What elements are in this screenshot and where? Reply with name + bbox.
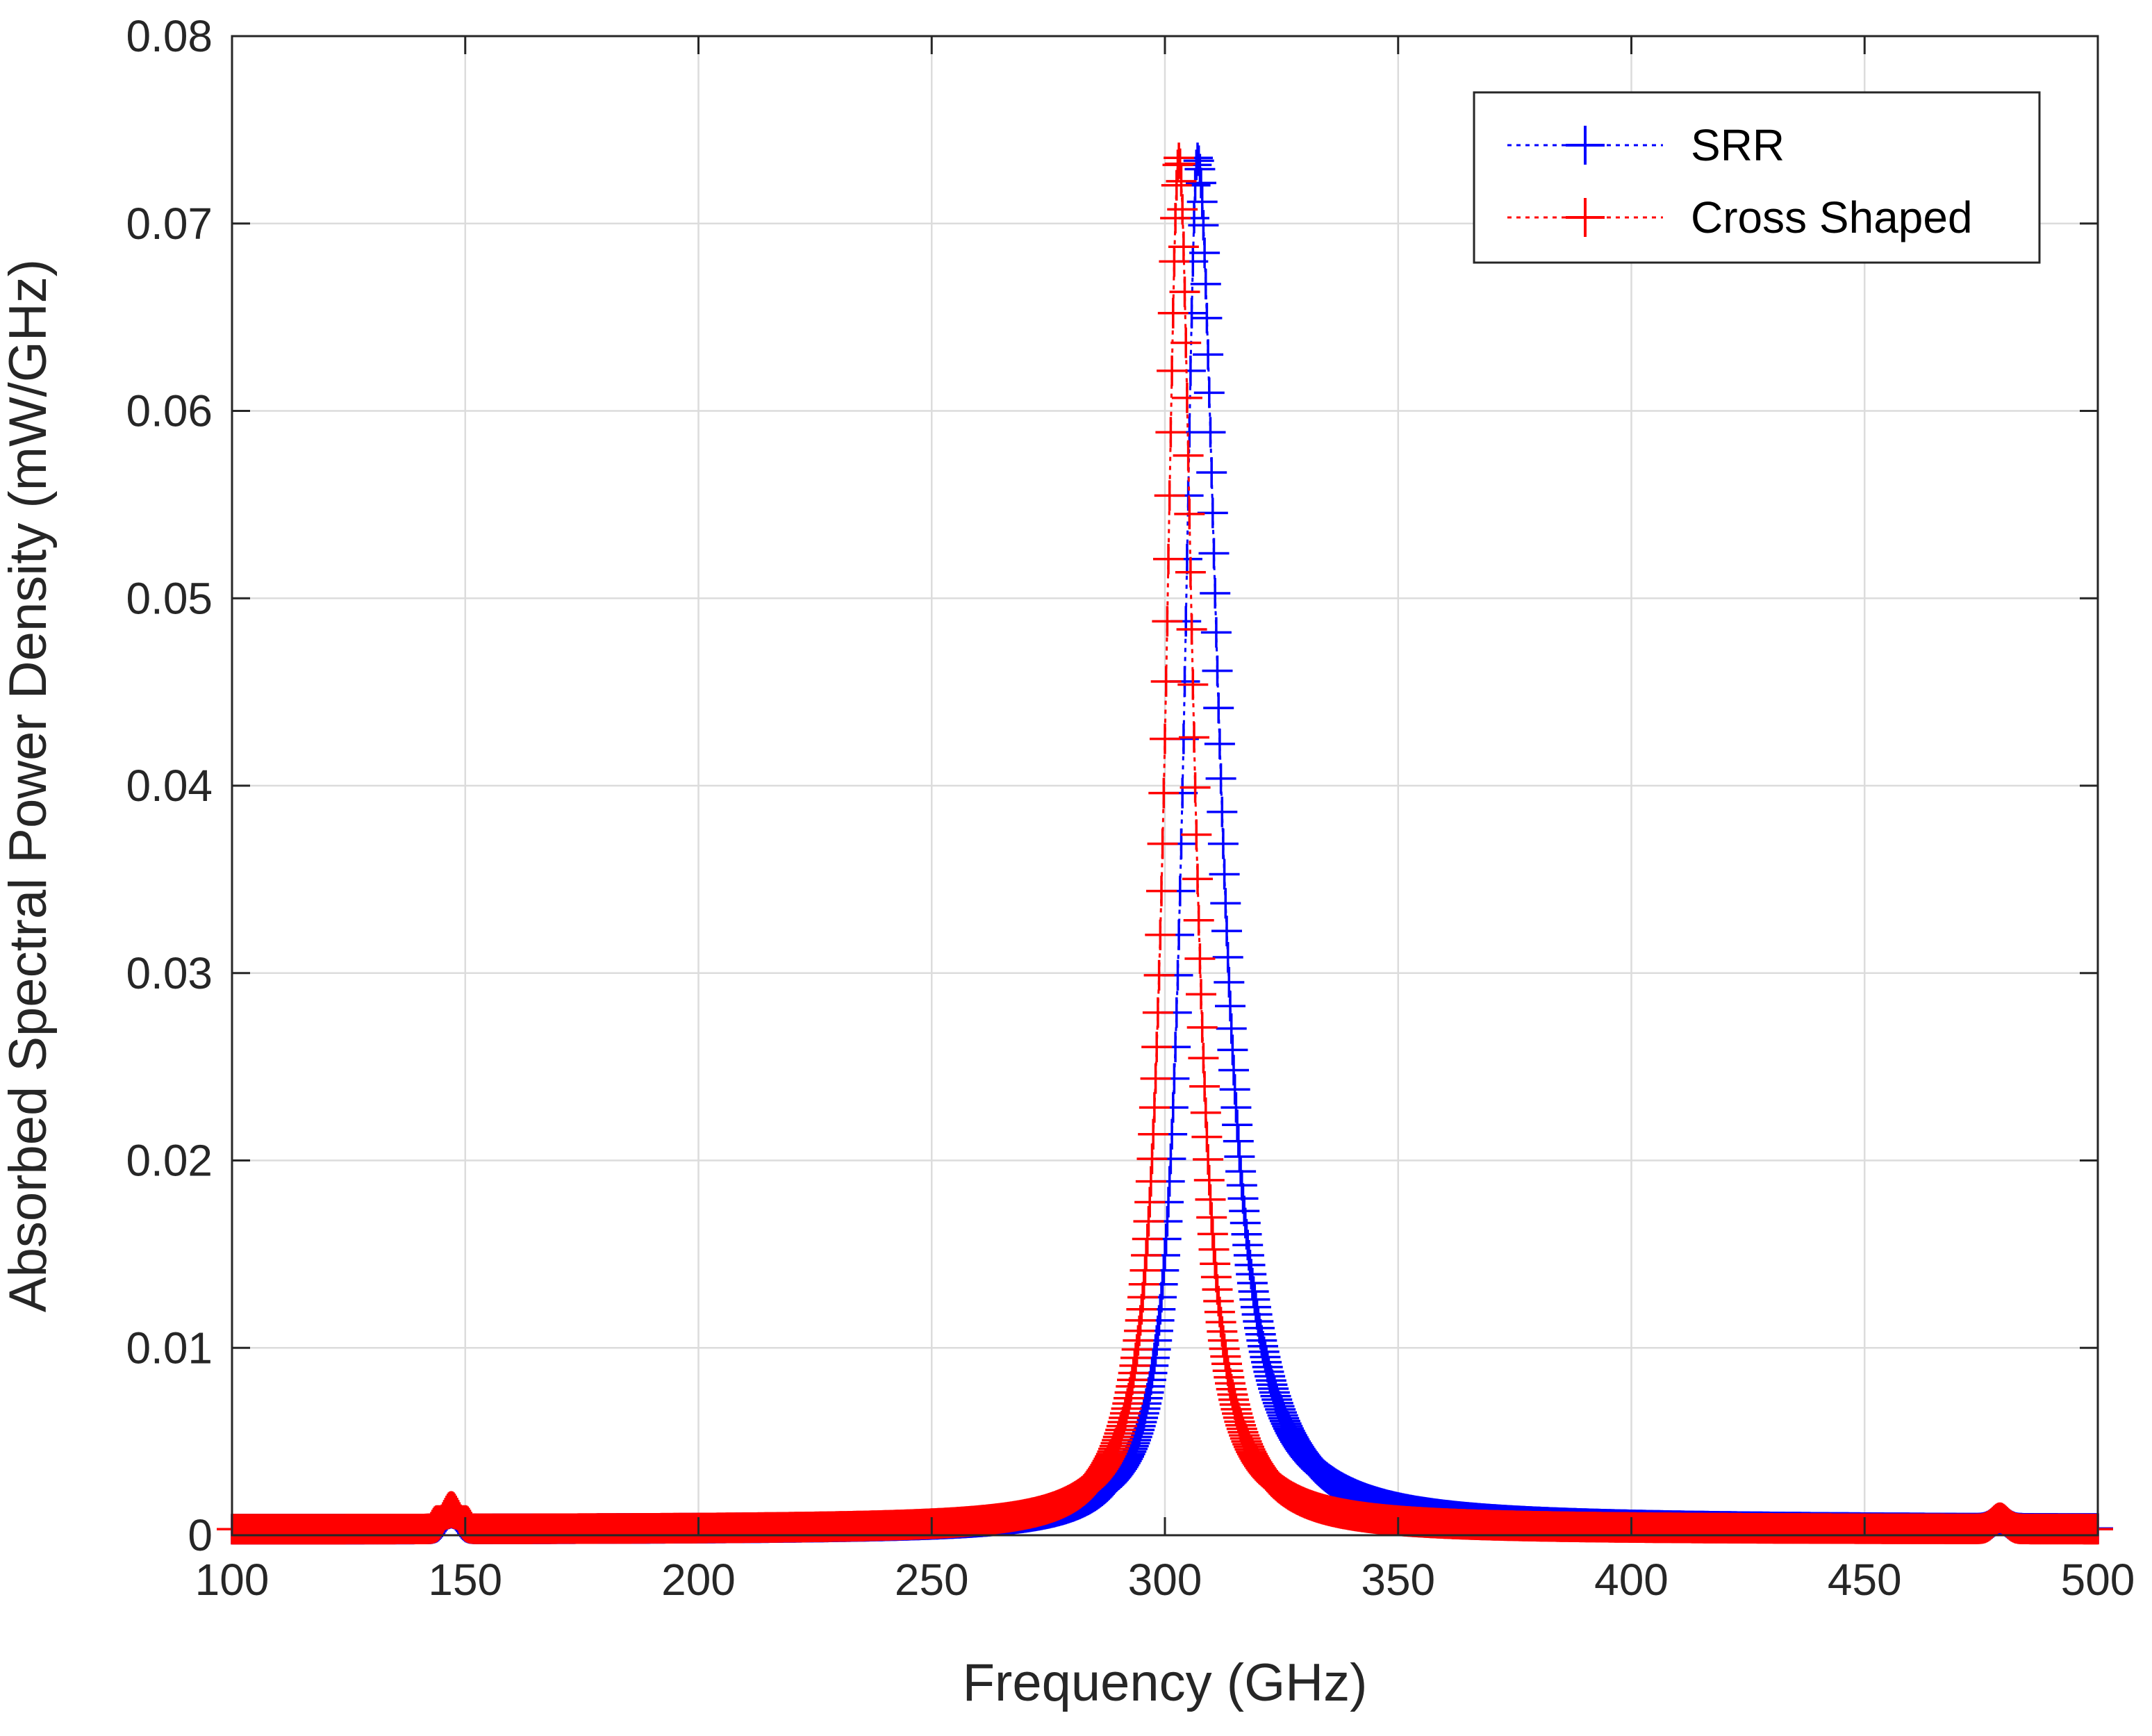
data-point-cross-shaped bbox=[1173, 440, 1204, 471]
legend-label-cross-shaped: Cross Shaped bbox=[1691, 192, 1973, 242]
data-point-srr bbox=[1196, 457, 1227, 488]
series-markers-cross-shaped bbox=[217, 142, 2113, 1545]
data-point-cross-shaped bbox=[1160, 203, 1191, 233]
data-point-srr bbox=[1193, 377, 1225, 408]
data-point-cross-shaped bbox=[1189, 1070, 1220, 1102]
y-tick-label: 0.02 bbox=[126, 1136, 213, 1186]
data-point-cross-shaped bbox=[1141, 1032, 1173, 1063]
data-point-cross-shaped bbox=[1140, 1063, 1171, 1094]
data-point-cross-shaped bbox=[1179, 722, 1209, 753]
ticks bbox=[231, 35, 2099, 1537]
data-point-cross-shaped bbox=[1175, 556, 1206, 588]
x-tick-label: 250 bbox=[895, 1555, 969, 1605]
data-point-cross-shaped bbox=[1174, 498, 1205, 529]
data-point-srr bbox=[1190, 268, 1221, 299]
y-tick-label: 0.01 bbox=[126, 1323, 213, 1373]
x-tick-label: 150 bbox=[428, 1555, 502, 1605]
data-point-cross-shaped bbox=[1153, 543, 1184, 574]
data-point-srr bbox=[1209, 859, 1240, 890]
x-axis-label: Frequency (GHz) bbox=[963, 1653, 1368, 1712]
data-point-cross-shaped bbox=[1142, 997, 1173, 1028]
data-point-cross-shaped bbox=[1176, 614, 1207, 645]
data-point-srr bbox=[1204, 728, 1235, 759]
x-tick-label: 200 bbox=[661, 1555, 736, 1605]
data-point-srr bbox=[1191, 302, 1223, 333]
x-tick-label: 100 bbox=[195, 1555, 270, 1605]
data-point-srr bbox=[1207, 828, 1239, 859]
data-point-cross-shaped bbox=[1181, 819, 1212, 850]
data-point-cross-shaped bbox=[1139, 1092, 1170, 1123]
legend-label-srr: SRR bbox=[1691, 120, 1785, 170]
y-axis-label: Absorbed Spectral Power Density (mW/GHz) bbox=[0, 259, 58, 1312]
data-point-cross-shaped bbox=[1143, 959, 1175, 991]
x-tick-label: 450 bbox=[1828, 1555, 1902, 1605]
data-point-srr bbox=[1200, 578, 1231, 609]
data-point-cross-shaped bbox=[1147, 828, 1178, 859]
y-tick-label: 0.07 bbox=[126, 199, 213, 249]
legend-entry-srr: SRR bbox=[1507, 120, 1785, 170]
data-point-cross-shaped bbox=[1150, 666, 1182, 697]
data-point-cross-shaped bbox=[1171, 382, 1202, 413]
legend-entry-cross-shaped: Cross Shaped bbox=[1507, 192, 1973, 242]
data-point-srr bbox=[1198, 538, 1230, 569]
data-point-cross-shaped bbox=[1168, 231, 1199, 263]
y-tick-label: 0.03 bbox=[126, 948, 213, 998]
y-tick-label: 0.06 bbox=[126, 386, 213, 436]
legend-marker-glyph bbox=[1566, 198, 1605, 237]
data-point-cross-shaped bbox=[1155, 417, 1186, 448]
tick-labels: 100 150 200 250 300 350 400 450 500 0 0.01 0.02 0.03… bbox=[126, 11, 2135, 1605]
data-point-cross-shaped bbox=[1184, 943, 1216, 974]
x-tick-label: 300 bbox=[1128, 1555, 1202, 1605]
data-point-srr bbox=[1203, 693, 1234, 724]
data-point-srr bbox=[1211, 916, 1242, 947]
data-point-srr bbox=[1189, 238, 1220, 268]
x-tick-label: 350 bbox=[1361, 1555, 1435, 1605]
data-point-srr bbox=[1205, 763, 1236, 794]
data-point-cross-shaped bbox=[1186, 1012, 1218, 1043]
y-tick-label: 0.08 bbox=[126, 11, 213, 61]
y-tick-label: 0.04 bbox=[126, 761, 213, 811]
y-tick-label: 0 bbox=[188, 1510, 213, 1560]
data-point-cross-shaped bbox=[1148, 777, 1180, 809]
legend: SRR Cross Shaped bbox=[1473, 91, 2041, 264]
data-point-cross-shaped bbox=[1166, 165, 1197, 197]
legend-marker-glyph bbox=[1566, 126, 1605, 165]
data-point-srr bbox=[1200, 617, 1232, 648]
data-point-cross-shaped bbox=[1145, 919, 1176, 950]
x-tick-label: 400 bbox=[1594, 1555, 1669, 1605]
data-point-cross-shaped bbox=[1157, 297, 1189, 329]
data-point-cross-shaped bbox=[1182, 863, 1213, 895]
data-point-cross-shaped bbox=[1186, 979, 1216, 1010]
data-point-srr bbox=[1188, 210, 1219, 241]
data-point-cross-shaped bbox=[1188, 1043, 1219, 1074]
series-layer bbox=[217, 142, 2113, 1545]
data-point-srr bbox=[1202, 655, 1233, 686]
data-point-cross-shaped bbox=[1169, 276, 1200, 308]
data-point-srr bbox=[1210, 888, 1241, 919]
legend-box bbox=[1473, 91, 2041, 264]
data-point-cross-shaped bbox=[1170, 327, 1202, 358]
data-point-cross-shaped bbox=[1154, 480, 1185, 511]
data-point-cross-shaped bbox=[1150, 723, 1180, 754]
data-point-cross-shaped bbox=[1138, 1118, 1169, 1150]
data-point-cross-shaped bbox=[1157, 355, 1188, 386]
legend-marker-cross-shaped bbox=[1566, 198, 1605, 237]
x-tick-label: 500 bbox=[2061, 1555, 2135, 1605]
data-point-cross-shaped bbox=[1152, 606, 1183, 637]
legend-marker-srr bbox=[1566, 126, 1605, 165]
y-tick-label: 0.05 bbox=[126, 573, 213, 623]
data-point-srr bbox=[1193, 339, 1224, 370]
data-point-cross-shaped bbox=[1183, 904, 1214, 936]
data-point-cross-shaped bbox=[1146, 875, 1177, 907]
data-point-cross-shaped bbox=[1177, 669, 1209, 700]
series-cross-shaped bbox=[217, 142, 2113, 1545]
data-point-srr bbox=[1195, 417, 1226, 448]
data-point-cross-shaped bbox=[1167, 194, 1198, 225]
data-point-cross-shaped bbox=[1180, 772, 1211, 803]
data-point-srr bbox=[1207, 796, 1238, 827]
